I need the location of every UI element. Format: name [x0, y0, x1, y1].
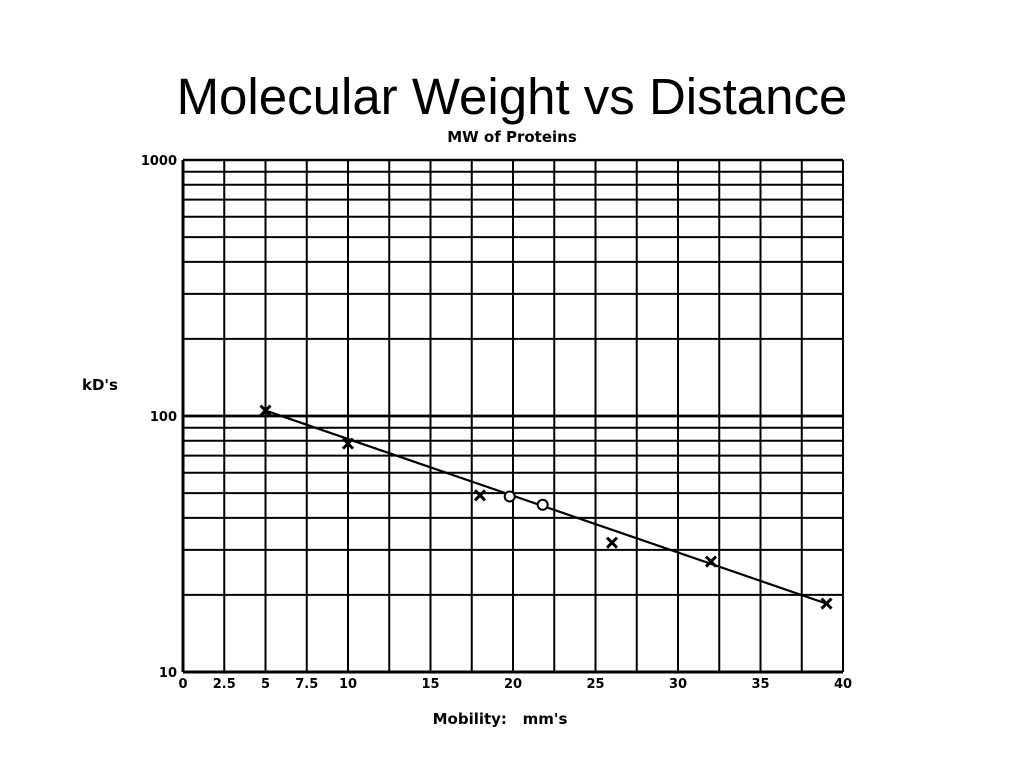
x-axis-label: Mobility: mm's [433, 710, 568, 728]
cross-stroke [820, 597, 833, 610]
y-tick-label: 10 [159, 666, 177, 681]
y-axis-label: kD's [82, 376, 118, 394]
tick-labels: 0 2.5 5 7.5 10 15 20 25 30 35 40 10 100 1000 [141, 154, 852, 692]
y-tick-label: 1000 [141, 154, 177, 169]
x-tick-label: 40 [834, 677, 852, 692]
data-point-cross [820, 597, 833, 610]
y-tick-label: 100 [150, 410, 177, 425]
x-tick-label: 5 [261, 677, 270, 692]
data-point-cross [704, 555, 718, 568]
data-point-circle [503, 490, 516, 503]
x-tick-label: 35 [751, 677, 769, 692]
data-points [259, 404, 833, 610]
x-tick-label: 25 [586, 677, 604, 692]
data-point-cross [473, 489, 487, 502]
cross-stroke [341, 437, 355, 450]
axis-layer [181, 160, 843, 674]
data-point-cross [259, 404, 272, 417]
x-tick-label: 20 [504, 677, 522, 692]
slide-title: Molecular Weight vs Distance [176, 68, 848, 125]
cross-stroke [704, 555, 718, 568]
x-tick-label: 10 [339, 677, 357, 692]
data-point-circle [536, 498, 549, 511]
cross-stroke [605, 536, 619, 549]
cross-stroke [473, 489, 487, 502]
data-point-cross [605, 536, 619, 549]
x-tick-label: 30 [669, 677, 687, 692]
x-tick-label: 15 [421, 677, 439, 692]
x-tick-label: 7.5 [295, 677, 318, 692]
x-tick-label: 2.5 [213, 677, 236, 692]
x-tick-label: 0 [178, 677, 187, 692]
chart-title: MW of Proteins [447, 128, 577, 146]
data-point-cross [341, 437, 355, 450]
cross-stroke [259, 404, 272, 417]
